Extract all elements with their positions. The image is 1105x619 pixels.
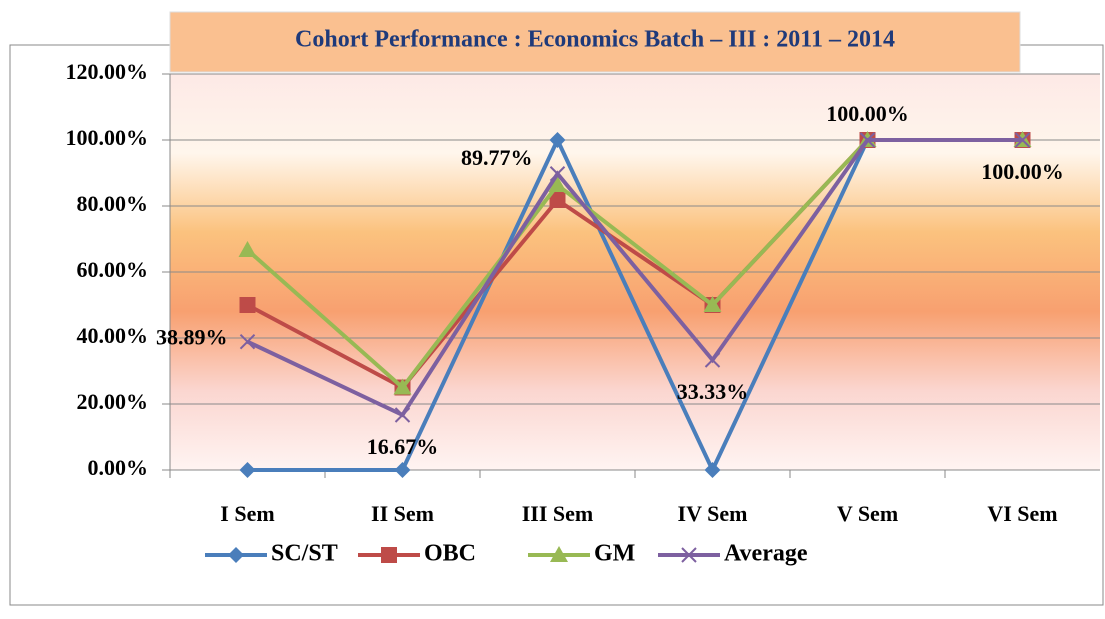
marker (549, 166, 566, 182)
series-line (246, 138, 1023, 418)
legend-label: SC/ST (271, 541, 338, 567)
marker (703, 296, 722, 312)
y-tick-label: 100.00% (66, 125, 149, 150)
marker (239, 462, 256, 478)
x-tick-label: V Sem (837, 501, 898, 526)
marker (549, 132, 566, 148)
marker (704, 462, 721, 478)
marker (548, 176, 567, 193)
marker (381, 547, 397, 563)
y-tick-label: 40.00% (77, 323, 149, 348)
marker (681, 547, 697, 563)
marker (704, 352, 721, 368)
marker (549, 191, 566, 208)
marker (1014, 132, 1031, 148)
data-label: 33.33% (677, 379, 749, 404)
marker (394, 407, 411, 423)
data-label: 38.89% (156, 325, 228, 350)
legend-label: GM (594, 541, 635, 567)
marker (239, 297, 256, 313)
marker (393, 378, 412, 395)
marker (239, 333, 256, 350)
marker (859, 132, 876, 148)
data-label: 16.67% (367, 434, 439, 459)
marker (394, 462, 411, 478)
chart-title: Cohort Performance : Economics Batch – I… (295, 27, 895, 53)
x-tick-label: II Sem (371, 501, 434, 526)
y-tick-label: 60.00% (77, 257, 149, 282)
y-tick-label: 120.00% (66, 59, 149, 84)
marker (238, 240, 257, 257)
marker (550, 546, 568, 562)
y-tick-label: 20.00% (77, 389, 149, 414)
legend-label: Average (724, 541, 808, 567)
marker (228, 547, 244, 563)
data-label: 100.00% (981, 159, 1064, 184)
x-tick-label: VI Sem (987, 501, 1057, 526)
x-tick-label: III Sem (522, 501, 594, 526)
x-tick-label: IV Sem (678, 501, 748, 526)
data-label: 89.77% (461, 145, 533, 170)
y-tick-label: 80.00% (77, 191, 149, 216)
title-box (169, 11, 1021, 73)
x-tick-label: I Sem (220, 501, 274, 526)
data-label: 100.00% (826, 101, 909, 126)
legend-label: OBC (424, 541, 476, 567)
y-tick-label: 0.00% (88, 455, 149, 480)
